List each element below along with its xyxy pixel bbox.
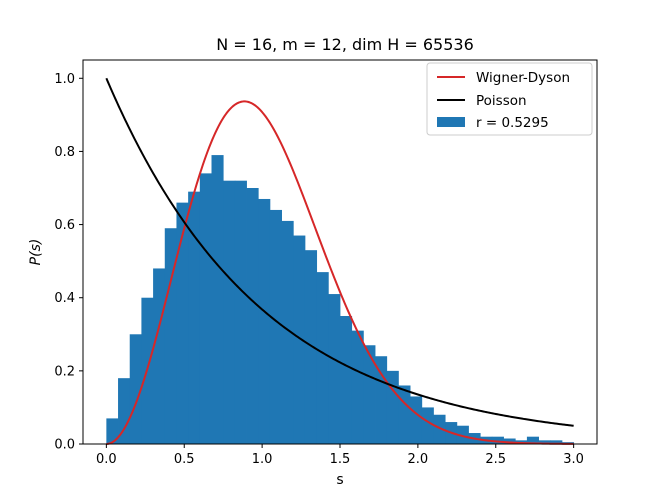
histogram-bar (538, 440, 551, 444)
x-tick-label: 3.0 (563, 452, 584, 467)
histogram-bar (491, 436, 504, 444)
x-tick-label: 0.0 (96, 452, 117, 467)
x-axis-label: s (336, 472, 343, 488)
histogram-bar (550, 440, 563, 444)
histogram-bar (456, 425, 469, 444)
x-tick-label: 1.5 (330, 452, 351, 467)
histogram-bar (375, 356, 388, 444)
histogram-bar (106, 418, 119, 444)
x-tick-label: 1.0 (252, 452, 273, 467)
legend-box (426, 62, 593, 136)
histogram-bar (118, 378, 131, 444)
histogram-bar (410, 396, 423, 444)
y-axis-ticks: 0.0 0.2 0.4 0.6 0.8 1.0 (54, 72, 83, 453)
histogram-bars (106, 155, 575, 445)
histogram-bar (246, 188, 259, 444)
histogram-bar (164, 228, 177, 444)
legend-wigner-dyson-label: Wigner-Dyson (476, 70, 570, 86)
x-tick-label: 2.0 (408, 452, 429, 467)
histogram-bar (316, 272, 329, 444)
x-tick-label: 0.5 (174, 452, 195, 467)
legend-histogram-label: r = 0.5295 (476, 115, 549, 131)
histogram-bar (433, 414, 446, 444)
curve-wigner-dyson (106, 100, 574, 445)
histogram-bar (351, 330, 364, 444)
histogram-bar (386, 370, 399, 444)
y-tick-label: 0.2 (54, 364, 75, 379)
histogram-bar (199, 173, 212, 444)
histogram-bar (223, 180, 236, 444)
histogram-bar (211, 155, 224, 445)
histogram-bar (269, 209, 282, 444)
histogram-bar (328, 294, 341, 444)
histogram-bar (234, 180, 247, 444)
curve-poisson (105, 77, 574, 427)
x-tick-label: 2.5 (485, 452, 506, 467)
y-tick-label: 0.6 (54, 218, 75, 233)
histogram-bar (188, 191, 201, 444)
legend-histogram-swatch (437, 117, 465, 127)
histogram-bar (304, 250, 318, 444)
legend-poisson-label: Poisson (476, 93, 527, 109)
y-tick-label: 0.8 (54, 145, 75, 160)
histogram-bar (281, 220, 294, 444)
y-tick-label: 1.0 (54, 72, 75, 87)
y-tick-label: 0.4 (54, 291, 75, 306)
y-axis-label: P(s) (28, 239, 44, 266)
histogram-bar (293, 235, 306, 444)
histogram-bar (258, 198, 271, 444)
chart-title: N = 16, m = 12, dim H = 65536 (216, 35, 474, 54)
histogram-bar (153, 268, 166, 444)
histogram-bar (176, 202, 189, 444)
legend: Wigner-Dyson Poisson r = 0.5295 (426, 62, 593, 136)
histogram-bar (129, 334, 142, 444)
histogram-bar (363, 345, 376, 444)
x-axis-ticks: 0.0 0.5 1.0 1.5 2.0 2.5 3.0 (96, 444, 584, 467)
histogram-bar (526, 436, 539, 444)
y-tick-label: 0.0 (54, 438, 75, 453)
histogram-bar (503, 438, 516, 444)
histogram-bar (398, 385, 411, 444)
histogram-bar (421, 407, 434, 444)
histogram-bar (340, 316, 353, 444)
curves (105, 77, 574, 445)
